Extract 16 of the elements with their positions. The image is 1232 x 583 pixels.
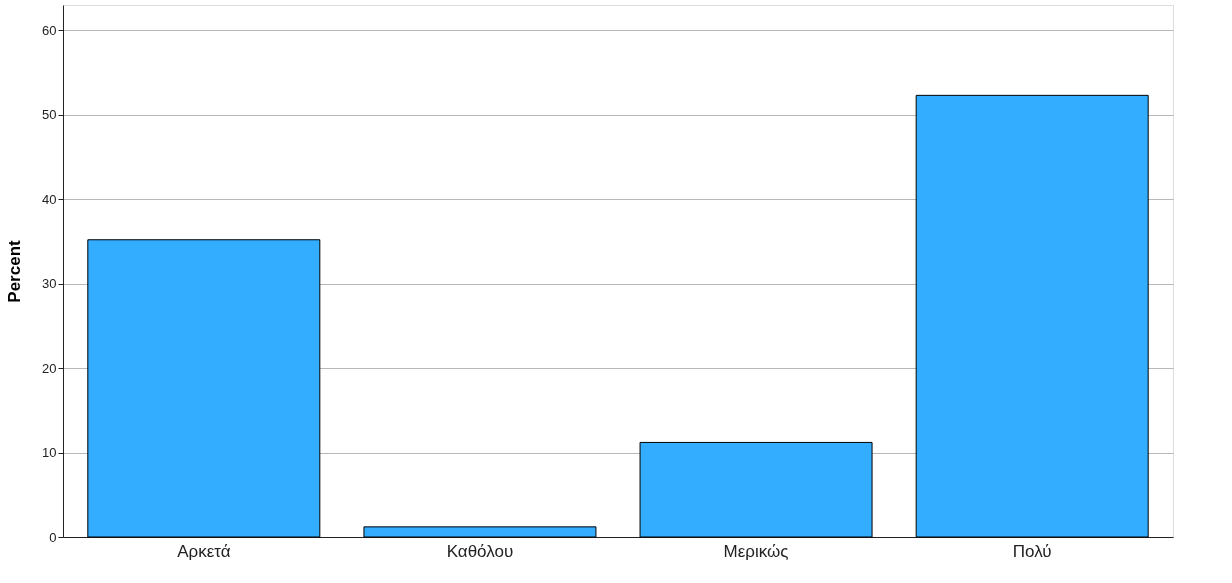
x-tick-label: Μερικώς [723, 541, 789, 561]
y-tick-label: 0 [49, 529, 57, 545]
bar [639, 441, 873, 538]
y-tick-label: 30 [42, 276, 57, 292]
bar [87, 239, 321, 538]
y-tick-label: 10 [42, 445, 57, 461]
bar [915, 94, 1149, 538]
x-tick-label: Πολύ [1012, 541, 1052, 561]
y-tick-label: 40 [42, 191, 57, 207]
y-tick-label: 50 [42, 107, 57, 123]
x-tick-label: Καθόλου [446, 541, 514, 561]
y-axis-title: Percent [5, 239, 25, 303]
y-tick-label: 20 [42, 360, 57, 376]
x-tick-label: Αρκετά [177, 541, 231, 561]
bar [363, 526, 597, 538]
y-tick-label: 60 [42, 22, 57, 38]
